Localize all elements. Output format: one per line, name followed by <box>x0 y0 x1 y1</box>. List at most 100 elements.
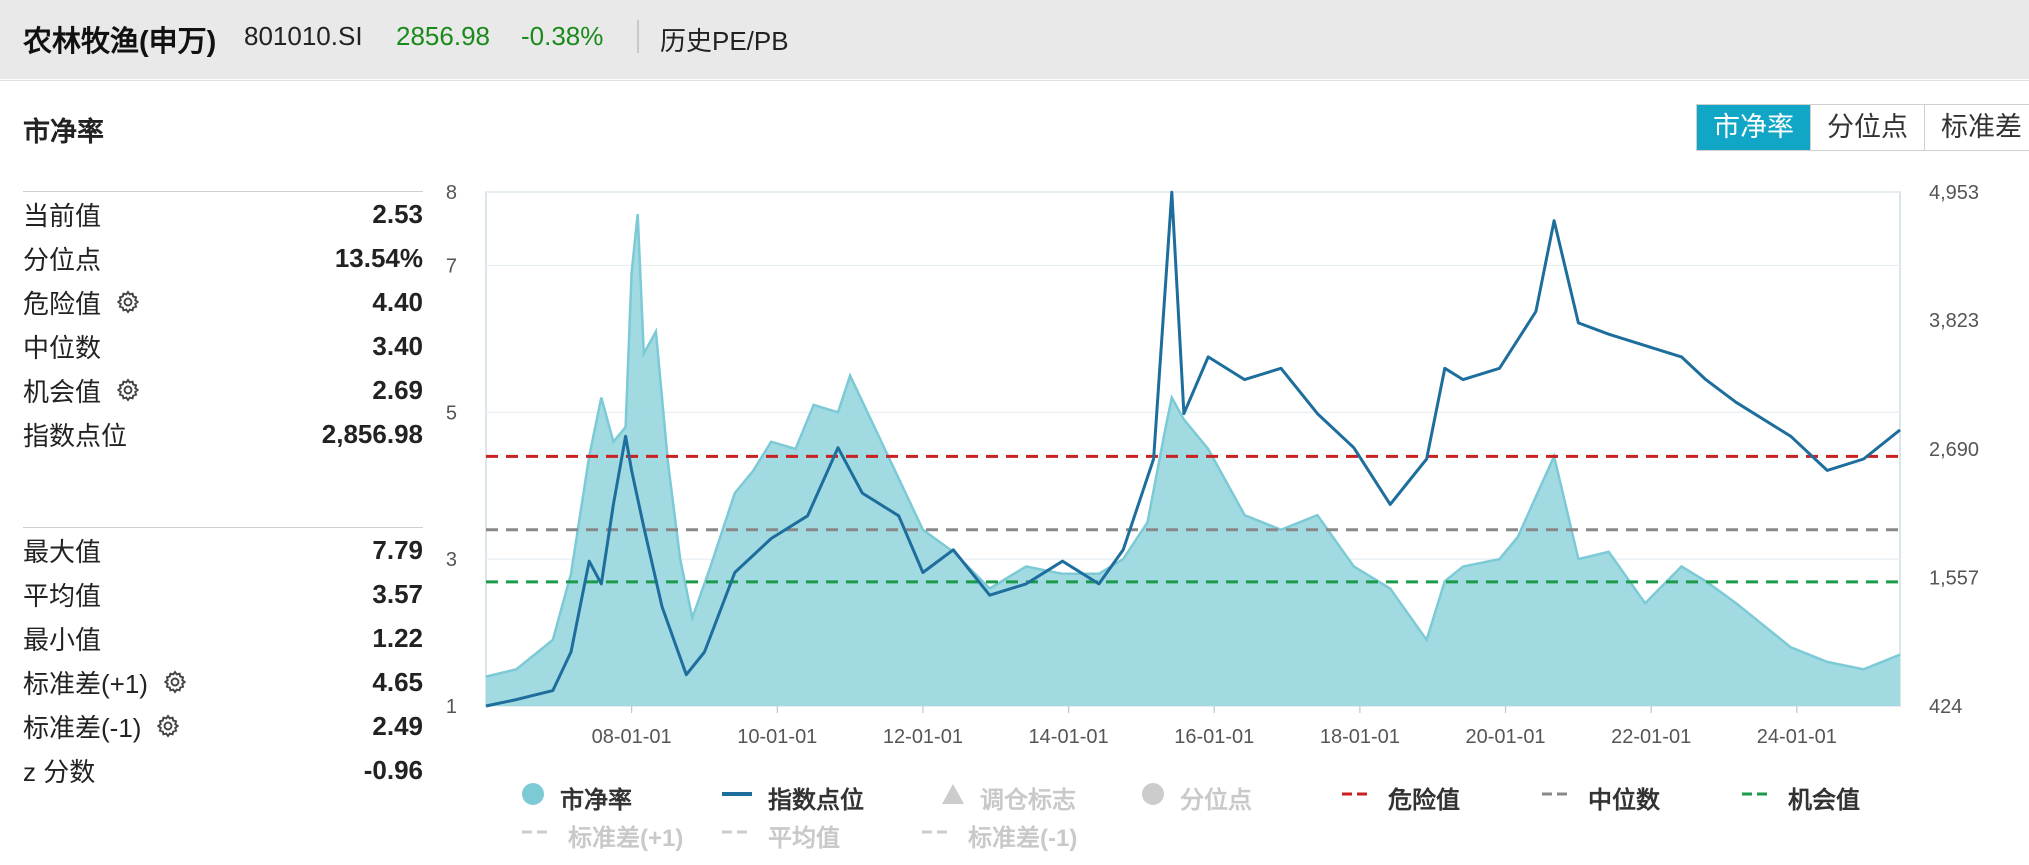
stat-value: 3.57 <box>372 578 423 609</box>
index-line <box>485 190 1901 708</box>
legend-item[interactable]: 标准差(-1) <box>920 818 1077 853</box>
stat-value: 2.69 <box>372 374 423 405</box>
legend-swatch-icon <box>1740 781 1774 814</box>
tab-pb[interactable]: 市净率 <box>1697 105 1811 150</box>
legend-item[interactable]: 分位点 <box>1140 780 1252 815</box>
tab-std[interactable]: 标准差 <box>1925 105 2029 150</box>
stat-row: 指数点位 2,856.98 <box>23 412 423 456</box>
stat-row: 平均值 3.57 <box>23 572 423 616</box>
legend-label: 机会值 <box>1788 787 1860 814</box>
y-right-tick-label: 4,953 <box>1929 182 1979 204</box>
x-tick-label: 12-01-01 <box>883 726 963 748</box>
legend-label: 市净率 <box>560 787 632 814</box>
stats-current: 当前值 2.53 分位点 13.54% 危险值 4.40 中位数 3.40 机会值 2.69 指数点… <box>23 191 423 456</box>
stat-value: 4.65 <box>372 666 423 697</box>
stat-label: 分位点 <box>23 240 101 277</box>
stat-label: 指数点位 <box>23 416 127 453</box>
stat-row: 最小值 1.22 <box>23 616 423 660</box>
stat-row: 危险值 4.40 <box>23 280 423 324</box>
stat-label-text: 标准差(+1) <box>23 668 148 699</box>
stat-row: 当前值 2.53 <box>23 192 423 236</box>
legend-label: 调仓标志 <box>980 787 1076 814</box>
stat-value: 2.53 <box>372 198 423 229</box>
legend-swatch-icon <box>720 781 754 814</box>
index-change: -0.38% <box>521 21 604 51</box>
pb-area <box>486 214 1900 706</box>
stat-label: 危险值 <box>23 284 141 321</box>
legend-item[interactable]: 标准差(+1) <box>520 818 683 853</box>
y-left-tick-label: 1 <box>446 696 457 718</box>
stat-value: -0.96 <box>363 754 423 785</box>
stat-label-text: 机会值 <box>23 376 102 407</box>
stat-row: 分位点 13.54% <box>23 236 423 280</box>
y-left-tick-label: 3 <box>446 549 457 571</box>
stat-row: 标准差(+1) 4.65 <box>23 660 423 704</box>
history-pe-pb-link[interactable]: 历史PE/PB <box>660 26 789 56</box>
stat-value: 7.79 <box>372 534 423 565</box>
y-right-tick-label: 424 <box>1929 696 1962 718</box>
legend-swatch-icon <box>520 781 546 814</box>
stat-label-text: 当前值 <box>23 200 102 231</box>
legend-label: 中位数 <box>1588 787 1660 814</box>
stat-label-text: 最小值 <box>23 624 102 655</box>
stat-value: 3.40 <box>372 330 423 361</box>
legend-item[interactable]: 危险值 <box>1340 780 1460 815</box>
pb-line <box>485 213 1901 678</box>
legend-swatch-icon <box>720 819 754 852</box>
stat-label: 当前值 <box>23 196 101 233</box>
legend-label: 指数点位 <box>768 787 864 814</box>
legend-swatch-icon <box>1340 781 1374 814</box>
stat-label: 最大值 <box>23 532 101 569</box>
legend-item[interactable]: 调仓标志 <box>940 780 1076 815</box>
legend-item[interactable]: 市净率 <box>520 780 632 815</box>
stat-row: 中位数 3.40 <box>23 324 423 368</box>
legend-item[interactable]: 指数点位 <box>720 780 864 815</box>
stat-value: 2,856.98 <box>321 418 423 449</box>
legend-swatch-icon <box>1140 781 1166 814</box>
tab-percentile[interactable]: 分位点 <box>1811 105 1925 150</box>
stat-label-text: z 分数 <box>23 756 96 787</box>
stat-label-text: 分位点 <box>23 244 102 275</box>
legend-swatch-icon <box>520 819 554 852</box>
legend-label: 分位点 <box>1180 787 1252 814</box>
stat-label: 标准差(-1) <box>23 708 181 745</box>
legend-item[interactable]: 机会值 <box>1740 780 1860 815</box>
legend-item[interactable]: 中位数 <box>1540 780 1660 815</box>
chart-legend: 市净率 指数点位 调仓标志 分位点 危险值 中位数 机会值标准差(+1) 平均值 标准差(-1) <box>520 780 2020 860</box>
stat-label-text: 指数点位 <box>23 420 128 451</box>
y-left-tick-label: 7 <box>446 255 457 277</box>
gear-icon[interactable] <box>115 289 141 315</box>
stat-row: 最大值 7.79 <box>23 528 423 572</box>
stat-value: 13.54% <box>334 242 423 273</box>
gear-icon[interactable] <box>155 713 181 739</box>
stat-label-text: 标准差(-1) <box>23 712 142 743</box>
x-tick-label: 22-01-01 <box>1611 726 1691 748</box>
stat-label: z 分数 <box>23 752 95 789</box>
x-tick-label: 10-01-01 <box>737 726 817 748</box>
valuation-card <box>0 80 2029 865</box>
index-price: 2856.98 <box>396 21 490 51</box>
stat-label-text: 危险值 <box>23 288 102 319</box>
legend-swatch-icon <box>920 819 954 852</box>
stat-value: 4.40 <box>372 286 423 317</box>
gear-icon[interactable] <box>115 377 141 403</box>
header-divider <box>637 20 639 53</box>
legend-label: 标准差(-1) <box>968 825 1078 852</box>
stat-label: 中位数 <box>23 328 101 365</box>
legend-item[interactable]: 平均值 <box>720 818 840 853</box>
legend-label: 危险值 <box>1388 787 1460 814</box>
stat-value: 2.49 <box>372 710 423 741</box>
metric-tabs: 市净率 分位点 标准差 <box>1696 104 2029 151</box>
x-tick-label: 24-01-01 <box>1757 726 1837 748</box>
y-right-tick-label: 1,557 <box>1929 567 1979 589</box>
section-title: 市净率 <box>23 117 104 147</box>
legend-swatch-icon <box>940 781 966 814</box>
index-code: 801010.SI <box>244 21 363 51</box>
stat-value: 1.22 <box>372 622 423 653</box>
gear-icon[interactable] <box>162 669 188 695</box>
y-left-tick-label: 8 <box>446 182 457 204</box>
legend-label: 平均值 <box>768 825 840 852</box>
stat-label-text: 最大值 <box>23 536 102 567</box>
stat-label-text: 平均值 <box>23 580 102 611</box>
